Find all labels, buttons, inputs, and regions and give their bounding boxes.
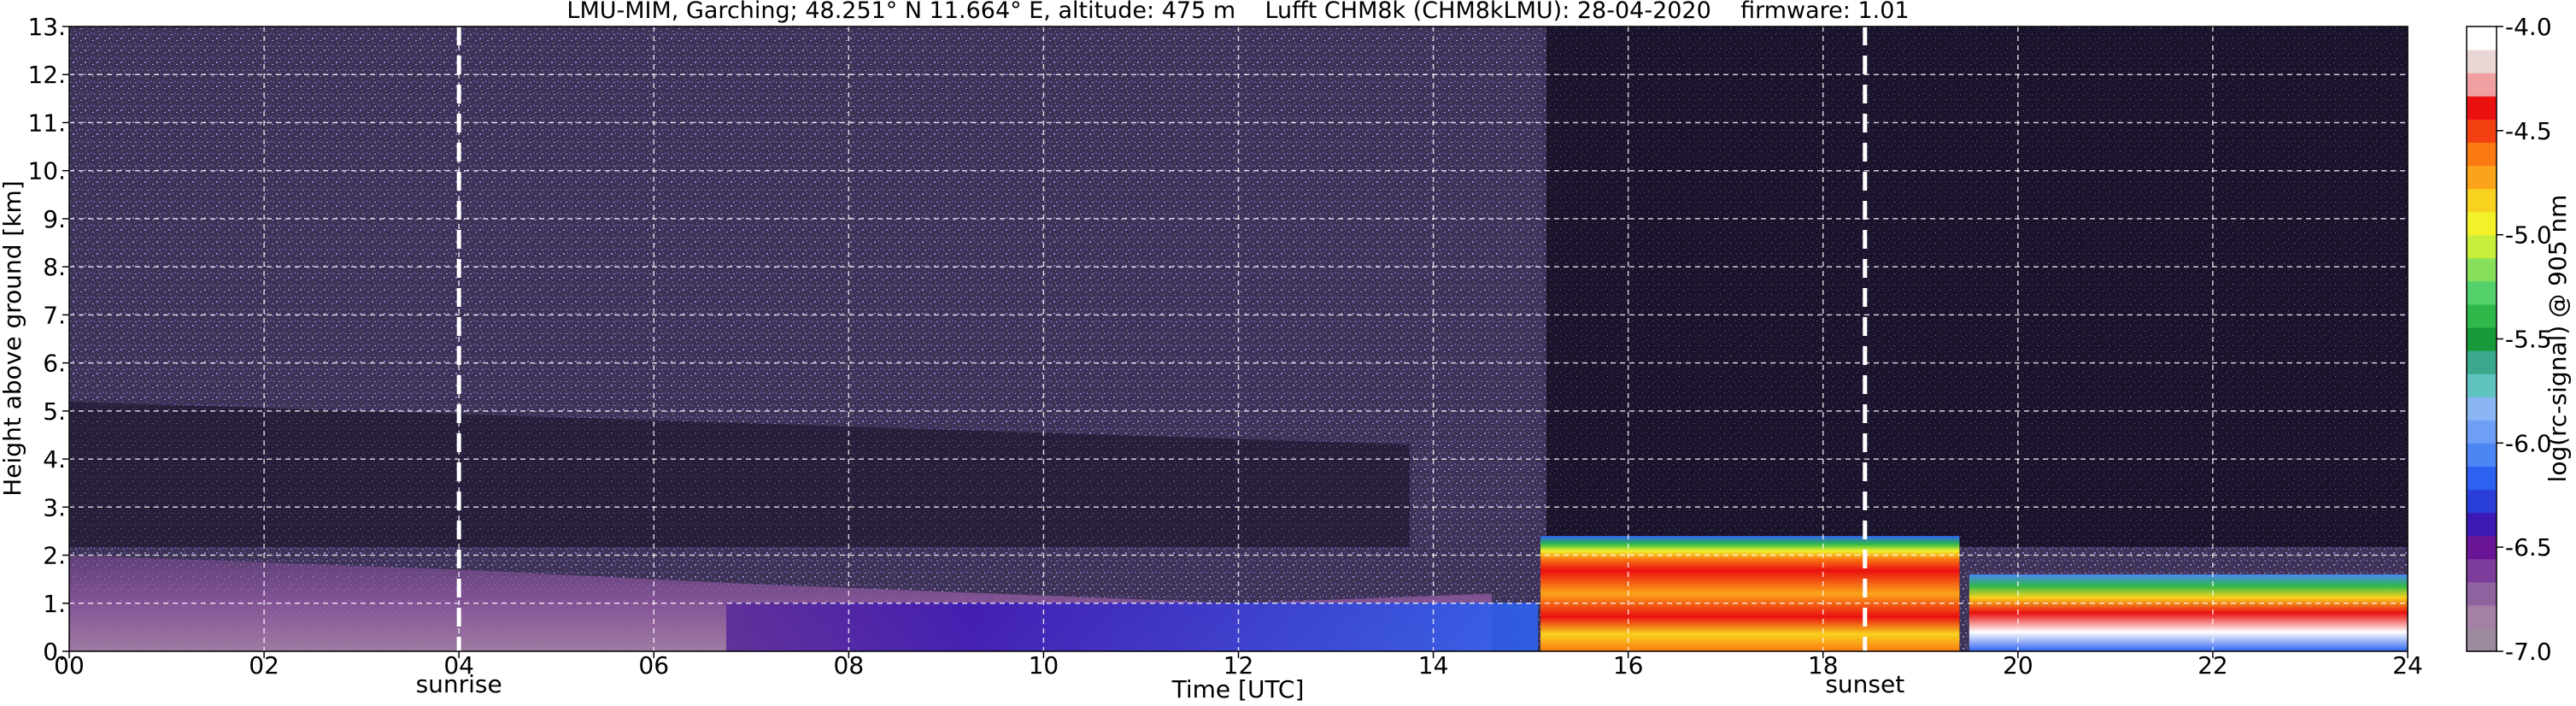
colorbar: -7.0 -6.5 -6.0 -5.5 -5.0 -4.5 -4.0 [2466, 13, 2552, 666]
colorbar-segment [2467, 165, 2497, 190]
colorbar-segment [2467, 489, 2497, 514]
y-tick-label: 2. [43, 542, 66, 570]
colorbar-segment [2467, 466, 2497, 491]
colorbar-tick-label: -5.0 [2505, 221, 2552, 250]
y-tick-label: 3. [43, 493, 66, 521]
colorbar-segment [2467, 443, 2497, 468]
y-tick-label: 5. [43, 397, 66, 426]
colorbar-tick-label: -6.5 [2505, 533, 2552, 562]
night-clear-region [1546, 26, 2408, 547]
y-tick-label: 7. [43, 301, 66, 329]
colorbar-segment [2467, 303, 2497, 328]
x-tick-label: 10 [1029, 651, 1059, 680]
x-tick-label: 22 [2198, 651, 2228, 680]
x-tick-label: 24 [2392, 651, 2423, 680]
colorbar-segment [2467, 211, 2497, 236]
plot-area [69, 26, 2408, 651]
y-tick-label: 1. [43, 590, 66, 618]
x-tick-label: 20 [2003, 651, 2033, 680]
cloud-layer [1540, 536, 2408, 651]
x-axis-label: Time [UTC] [1171, 675, 1305, 703]
colorbar-segment [2467, 397, 2497, 421]
colorbar-label: log(rc-signal) @ 905 nm [2544, 195, 2572, 483]
colorbar-tick-label: -5.5 [2505, 326, 2552, 354]
colorbar-segment [2467, 26, 2497, 50]
y-tick-label: 9. [43, 205, 66, 233]
x-tick-label: 18 [1808, 651, 1839, 680]
sunrise-label: sunrise [416, 670, 502, 698]
colorbar-segment [2467, 327, 2497, 351]
x-tick-label: 12 [1223, 651, 1254, 680]
colorbar-segment [2467, 234, 2497, 259]
y-axis-label: Height above ground [km] [0, 180, 26, 497]
colorbar-segment [2467, 280, 2497, 305]
chart-title: LMU-MIM, Garching; 48.251° N 11.664° E, … [566, 0, 1909, 24]
colorbar-segment [2467, 257, 2497, 282]
colorbar-segment [2467, 535, 2497, 560]
colorbar-tick-label: -4.0 [2505, 13, 2552, 41]
colorbar-segment [2467, 627, 2497, 652]
colorbar-segment [2467, 142, 2497, 167]
y-tick-label: 8. [43, 253, 66, 281]
x-tick-label: 04 [443, 651, 474, 680]
x-tick-label: 06 [638, 651, 669, 680]
colorbar-segment [2467, 581, 2497, 606]
y-tick-label: 10. [27, 157, 66, 185]
x-tick-label: 02 [249, 651, 279, 680]
y-tick-label: 12. [27, 61, 66, 89]
colorbar-segment [2467, 558, 2497, 583]
x-axis: 00 02 04 06 08 10 12 14 16 18 20 22 24 [54, 651, 2423, 680]
sunset-label: sunset [1825, 670, 1904, 698]
y-axis: 0. 1. 2. 3. 4. 5. 6. 7. 8. 9. 10. 11. 12. 13. [27, 13, 69, 666]
cloud-layer-1 [1540, 536, 1960, 651]
colorbar-tick-label: -4.5 [2505, 117, 2552, 145]
x-tick-label: 16 [1613, 651, 1644, 680]
colorbar-tick-label: -6.0 [2505, 429, 2552, 457]
y-tick-label: 0. [43, 638, 66, 666]
colorbar-segment [2467, 73, 2497, 97]
cloud-layer-2 [1969, 574, 2408, 651]
x-tick-label: 00 [54, 651, 85, 680]
colorbar-segment [2467, 604, 2497, 629]
colorbar-segment [2467, 420, 2497, 444]
colorbar-segment [2467, 188, 2497, 213]
morning-aerosol-band [726, 603, 1538, 651]
event-lines [456, 26, 1868, 651]
colorbar-segment [2467, 350, 2497, 374]
lower-dark-region [69, 402, 1410, 547]
y-tick-label: 13. [27, 13, 66, 41]
colorbar-segment [2467, 512, 2497, 537]
colorbar-tick-label: -7.0 [2505, 638, 2552, 666]
colorbar-segment [2467, 374, 2497, 397]
event-labels: sunrise sunset [416, 670, 1905, 698]
colorbar-segment [2467, 50, 2497, 74]
colorbar-segment [2467, 119, 2497, 143]
x-tick-label: 14 [1418, 651, 1449, 680]
y-tick-label: 6. [43, 350, 66, 378]
colorbar-segment [2467, 96, 2497, 120]
y-tick-label: 11. [27, 109, 66, 137]
y-tick-label: 4. [43, 445, 66, 474]
x-tick-label: 08 [834, 651, 865, 680]
